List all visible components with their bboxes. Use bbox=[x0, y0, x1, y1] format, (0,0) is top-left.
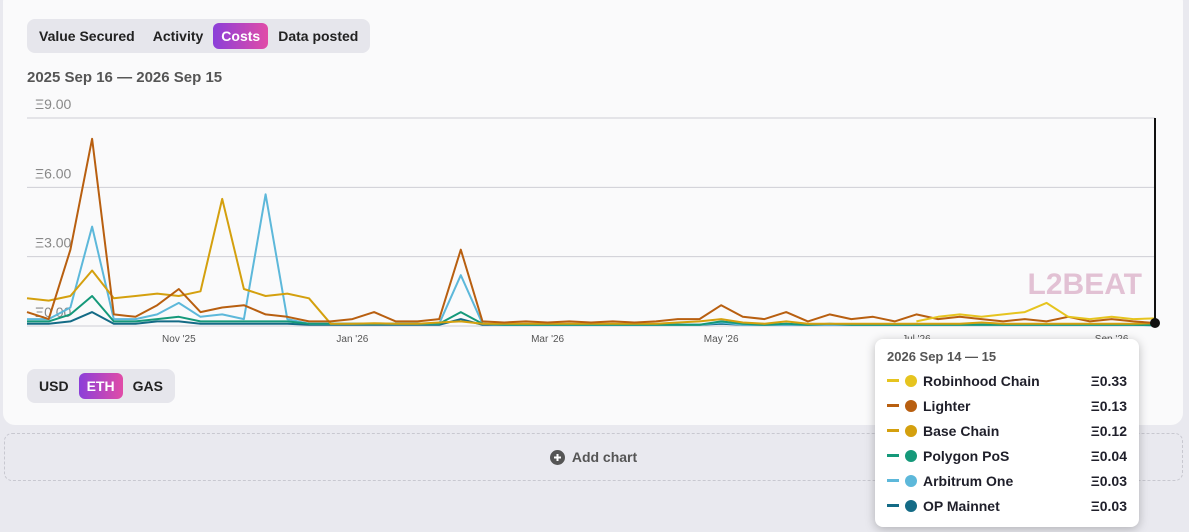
tab-active[interactable]: ETH bbox=[78, 373, 123, 399]
add-chart-button[interactable]: Add chart bbox=[4, 433, 1183, 481]
tab[interactable]: USD bbox=[39, 378, 69, 394]
legend-swatch bbox=[887, 479, 899, 482]
chain-icon bbox=[905, 374, 917, 387]
legend-label: Polygon PoS bbox=[923, 447, 1010, 464]
legend-swatch bbox=[887, 504, 899, 507]
legend-swatch bbox=[887, 429, 899, 432]
x-tick-label: Mar '26 bbox=[531, 334, 564, 345]
tooltip-row: Lighter Ξ0.13 bbox=[887, 393, 1127, 418]
y-tick-label: Ξ9.00 bbox=[35, 96, 72, 112]
metric-tabs: Value Secured Activity Costs Data posted bbox=[27, 19, 371, 53]
plus-icon bbox=[549, 449, 565, 465]
legend-label: Lighter bbox=[923, 397, 971, 414]
x-tick-label: Nov '25 bbox=[162, 334, 196, 345]
legend-label: OP Mainnet bbox=[923, 497, 1000, 514]
tooltip-value: Ξ0.12 bbox=[1090, 422, 1127, 439]
legend-label: Robinhood Chain bbox=[923, 372, 1040, 389]
unit-tabs: USD ETH GAS bbox=[27, 369, 175, 403]
tooltip-value: Ξ0.03 bbox=[1090, 497, 1127, 514]
chain-icon bbox=[905, 424, 917, 437]
tooltip: 2026 Sep 14 — 15 Robinhood Chain Ξ0.33 Lig… bbox=[875, 339, 1139, 527]
tooltip-value: Ξ0.03 bbox=[1090, 472, 1127, 489]
tooltip-row: Base Chain Ξ0.12 bbox=[887, 418, 1127, 443]
chain-icon bbox=[905, 474, 917, 487]
tab[interactable]: Activity bbox=[152, 28, 204, 44]
tab-active[interactable]: Costs bbox=[213, 23, 269, 49]
series-line bbox=[27, 193, 1156, 327]
tooltip-value: Ξ0.13 bbox=[1090, 397, 1127, 414]
date-range: 2025 Sep 16 — 2026 Sep 15 bbox=[27, 69, 223, 86]
tab[interactable]: Value Secured bbox=[39, 28, 135, 44]
legend-label: Arbitrum One bbox=[923, 472, 1014, 489]
y-tick-label: Ξ3.00 bbox=[35, 235, 72, 251]
hover-dot bbox=[1150, 318, 1160, 328]
tab[interactable]: Data posted bbox=[278, 28, 359, 44]
tooltip-row: Polygon PoS Ξ0.04 bbox=[887, 443, 1127, 468]
chain-icon bbox=[905, 449, 917, 462]
tab[interactable]: GAS bbox=[132, 378, 163, 394]
add-chart-label: Add chart bbox=[571, 449, 638, 465]
tooltip-title: 2026 Sep 14 — 15 bbox=[887, 349, 997, 364]
legend-swatch bbox=[887, 454, 899, 457]
watermark: L2BEAT bbox=[1028, 268, 1142, 301]
series-line bbox=[916, 301, 1156, 323]
legend-label: Base Chain bbox=[923, 422, 1000, 439]
x-tick-label: May '26 bbox=[704, 334, 739, 345]
tooltip-value: Ξ0.04 bbox=[1090, 447, 1127, 464]
tooltip-row: Arbitrum One Ξ0.03 bbox=[887, 468, 1127, 493]
tooltip-value: Ξ0.33 bbox=[1090, 372, 1127, 389]
chain-icon bbox=[905, 499, 917, 512]
legend-swatch bbox=[887, 404, 899, 407]
y-tick-label: Ξ6.00 bbox=[35, 165, 72, 181]
series-line bbox=[27, 295, 1156, 327]
series-line bbox=[26, 197, 1156, 325]
series-line bbox=[26, 137, 1156, 324]
tooltip-row: Robinhood Chain Ξ0.33 bbox=[887, 368, 1127, 393]
tooltip-row: OP Mainnet Ξ0.03 bbox=[887, 493, 1127, 518]
chain-icon bbox=[905, 399, 917, 412]
x-tick-label: Jan '26 bbox=[336, 334, 368, 345]
legend-swatch bbox=[887, 379, 899, 382]
